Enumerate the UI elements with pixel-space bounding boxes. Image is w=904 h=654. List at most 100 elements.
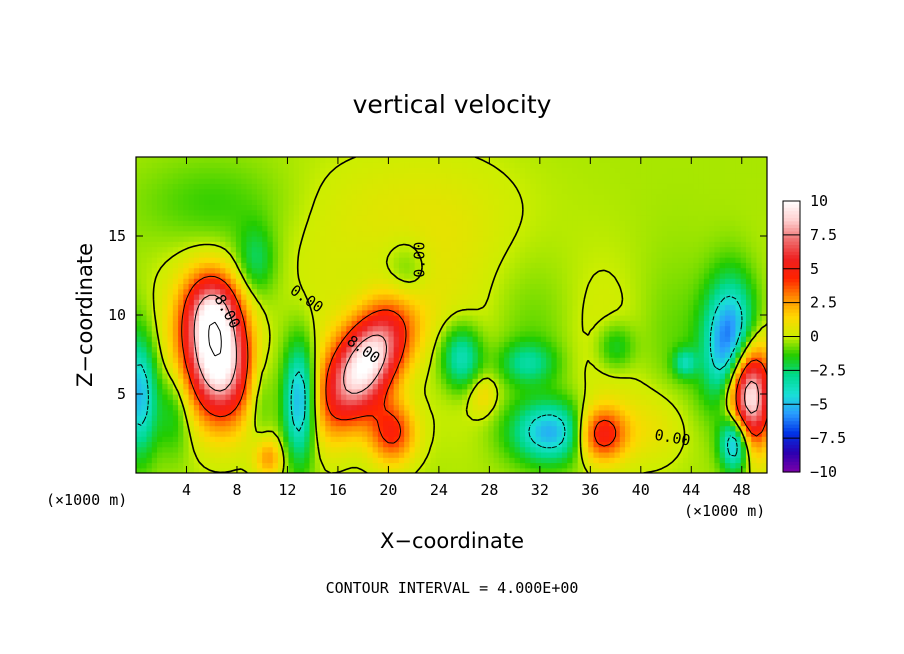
heatmap-cell xyxy=(172,362,179,369)
heatmap-cell xyxy=(393,394,400,400)
heatmap-cell xyxy=(351,278,358,284)
heatmap-cell xyxy=(314,320,321,327)
heatmap-cell xyxy=(314,467,321,473)
heatmap-cell xyxy=(619,262,626,269)
heatmap-cell xyxy=(625,325,631,332)
heatmap-cell xyxy=(598,388,605,395)
heatmap-cell xyxy=(625,457,631,464)
heatmap-cell xyxy=(630,341,637,348)
heatmap-cell xyxy=(488,399,495,406)
heatmap-cell xyxy=(698,372,705,379)
heatmap-cell xyxy=(582,336,589,342)
heatmap-cell xyxy=(509,425,516,432)
heatmap-cell xyxy=(214,346,221,353)
heatmap-cell xyxy=(193,446,200,453)
heatmap-cell xyxy=(614,430,621,437)
heatmap-cell xyxy=(430,315,437,321)
heatmap-cell xyxy=(667,315,673,321)
heatmap-cell xyxy=(267,457,274,464)
heatmap-cell xyxy=(251,251,258,258)
heatmap-cell xyxy=(630,346,637,353)
heatmap-cell xyxy=(456,341,463,348)
heatmap-cell xyxy=(398,436,405,442)
heatmap-cell xyxy=(714,446,721,453)
heatmap-cell xyxy=(519,404,526,411)
heatmap-cell xyxy=(299,257,305,263)
heatmap-cell xyxy=(230,320,237,327)
heatmap-cell xyxy=(241,262,248,269)
heatmap-cell xyxy=(751,362,758,369)
heatmap-cell xyxy=(178,362,184,369)
heatmap-cell xyxy=(661,446,668,453)
heatmap-cell xyxy=(646,446,652,453)
heatmap-cell xyxy=(167,278,174,284)
heatmap-cell xyxy=(756,299,763,306)
heatmap-cell xyxy=(451,446,458,453)
heatmap-cell xyxy=(714,372,721,379)
heatmap-cell xyxy=(519,283,526,290)
heatmap-cell xyxy=(577,330,584,337)
heatmap-cell xyxy=(714,309,721,316)
heatmap-cell xyxy=(288,378,295,385)
heatmap-cell xyxy=(141,425,148,432)
heatmap-cell xyxy=(146,325,153,332)
heatmap-cell xyxy=(383,436,389,442)
heatmap-cell xyxy=(277,399,284,406)
heatmap-cell xyxy=(551,362,558,369)
heatmap-cell xyxy=(567,304,574,311)
heatmap-cell xyxy=(341,383,347,390)
heatmap-cell xyxy=(514,457,521,464)
heatmap-cell xyxy=(646,467,652,473)
heatmap-cell xyxy=(251,283,258,290)
heatmap-cell xyxy=(656,425,663,432)
heatmap-cell xyxy=(346,451,353,458)
heatmap-cell xyxy=(688,383,694,390)
heatmap-cell xyxy=(567,309,574,316)
heatmap-cell xyxy=(735,351,742,358)
heatmap-cell xyxy=(625,367,631,374)
heatmap-cell xyxy=(272,388,279,395)
heatmap-cell xyxy=(157,357,163,363)
heatmap-cell xyxy=(398,467,405,473)
heatmap-cell xyxy=(598,320,605,327)
heatmap-cell xyxy=(404,320,411,327)
heatmap-cell xyxy=(582,441,589,448)
heatmap-cell xyxy=(209,430,216,437)
heatmap-cell xyxy=(467,346,474,353)
heatmap-cell xyxy=(546,404,553,411)
heatmap-cell xyxy=(588,362,595,369)
heatmap-cell xyxy=(178,272,184,279)
heatmap-cell xyxy=(630,467,637,473)
heatmap-cell xyxy=(582,262,589,269)
heatmap-cell xyxy=(246,251,253,258)
heatmap-cell xyxy=(367,367,374,374)
heatmap-cell xyxy=(719,467,726,473)
heatmap-cell xyxy=(667,293,673,300)
heatmap-cell xyxy=(477,436,484,442)
heatmap-cell xyxy=(351,430,358,437)
heatmap-cell xyxy=(325,304,332,311)
heatmap-cell xyxy=(377,346,384,353)
heatmap-cell xyxy=(356,451,363,458)
heatmap-cell xyxy=(546,372,553,379)
heatmap-cell xyxy=(146,315,153,321)
heatmap-cell xyxy=(341,320,347,327)
heatmap-cell xyxy=(183,272,190,279)
heatmap-cell xyxy=(151,462,158,469)
heatmap-cell xyxy=(582,309,589,316)
heatmap-cell xyxy=(761,446,767,453)
heatmap-cell xyxy=(619,278,626,284)
heatmap-cell xyxy=(220,441,226,448)
heatmap-cell xyxy=(304,304,311,311)
heatmap-cell xyxy=(262,267,269,274)
heatmap-cell xyxy=(456,293,463,300)
heatmap-cell xyxy=(509,362,516,369)
heatmap-cell xyxy=(377,315,384,321)
heatmap-cell xyxy=(688,446,694,453)
heatmap-cell xyxy=(656,404,663,411)
heatmap-cell xyxy=(525,441,531,448)
heatmap-cell xyxy=(225,446,232,453)
heatmap-cell xyxy=(446,325,453,332)
heatmap-cell xyxy=(661,325,668,332)
heatmap-cell xyxy=(593,372,600,379)
